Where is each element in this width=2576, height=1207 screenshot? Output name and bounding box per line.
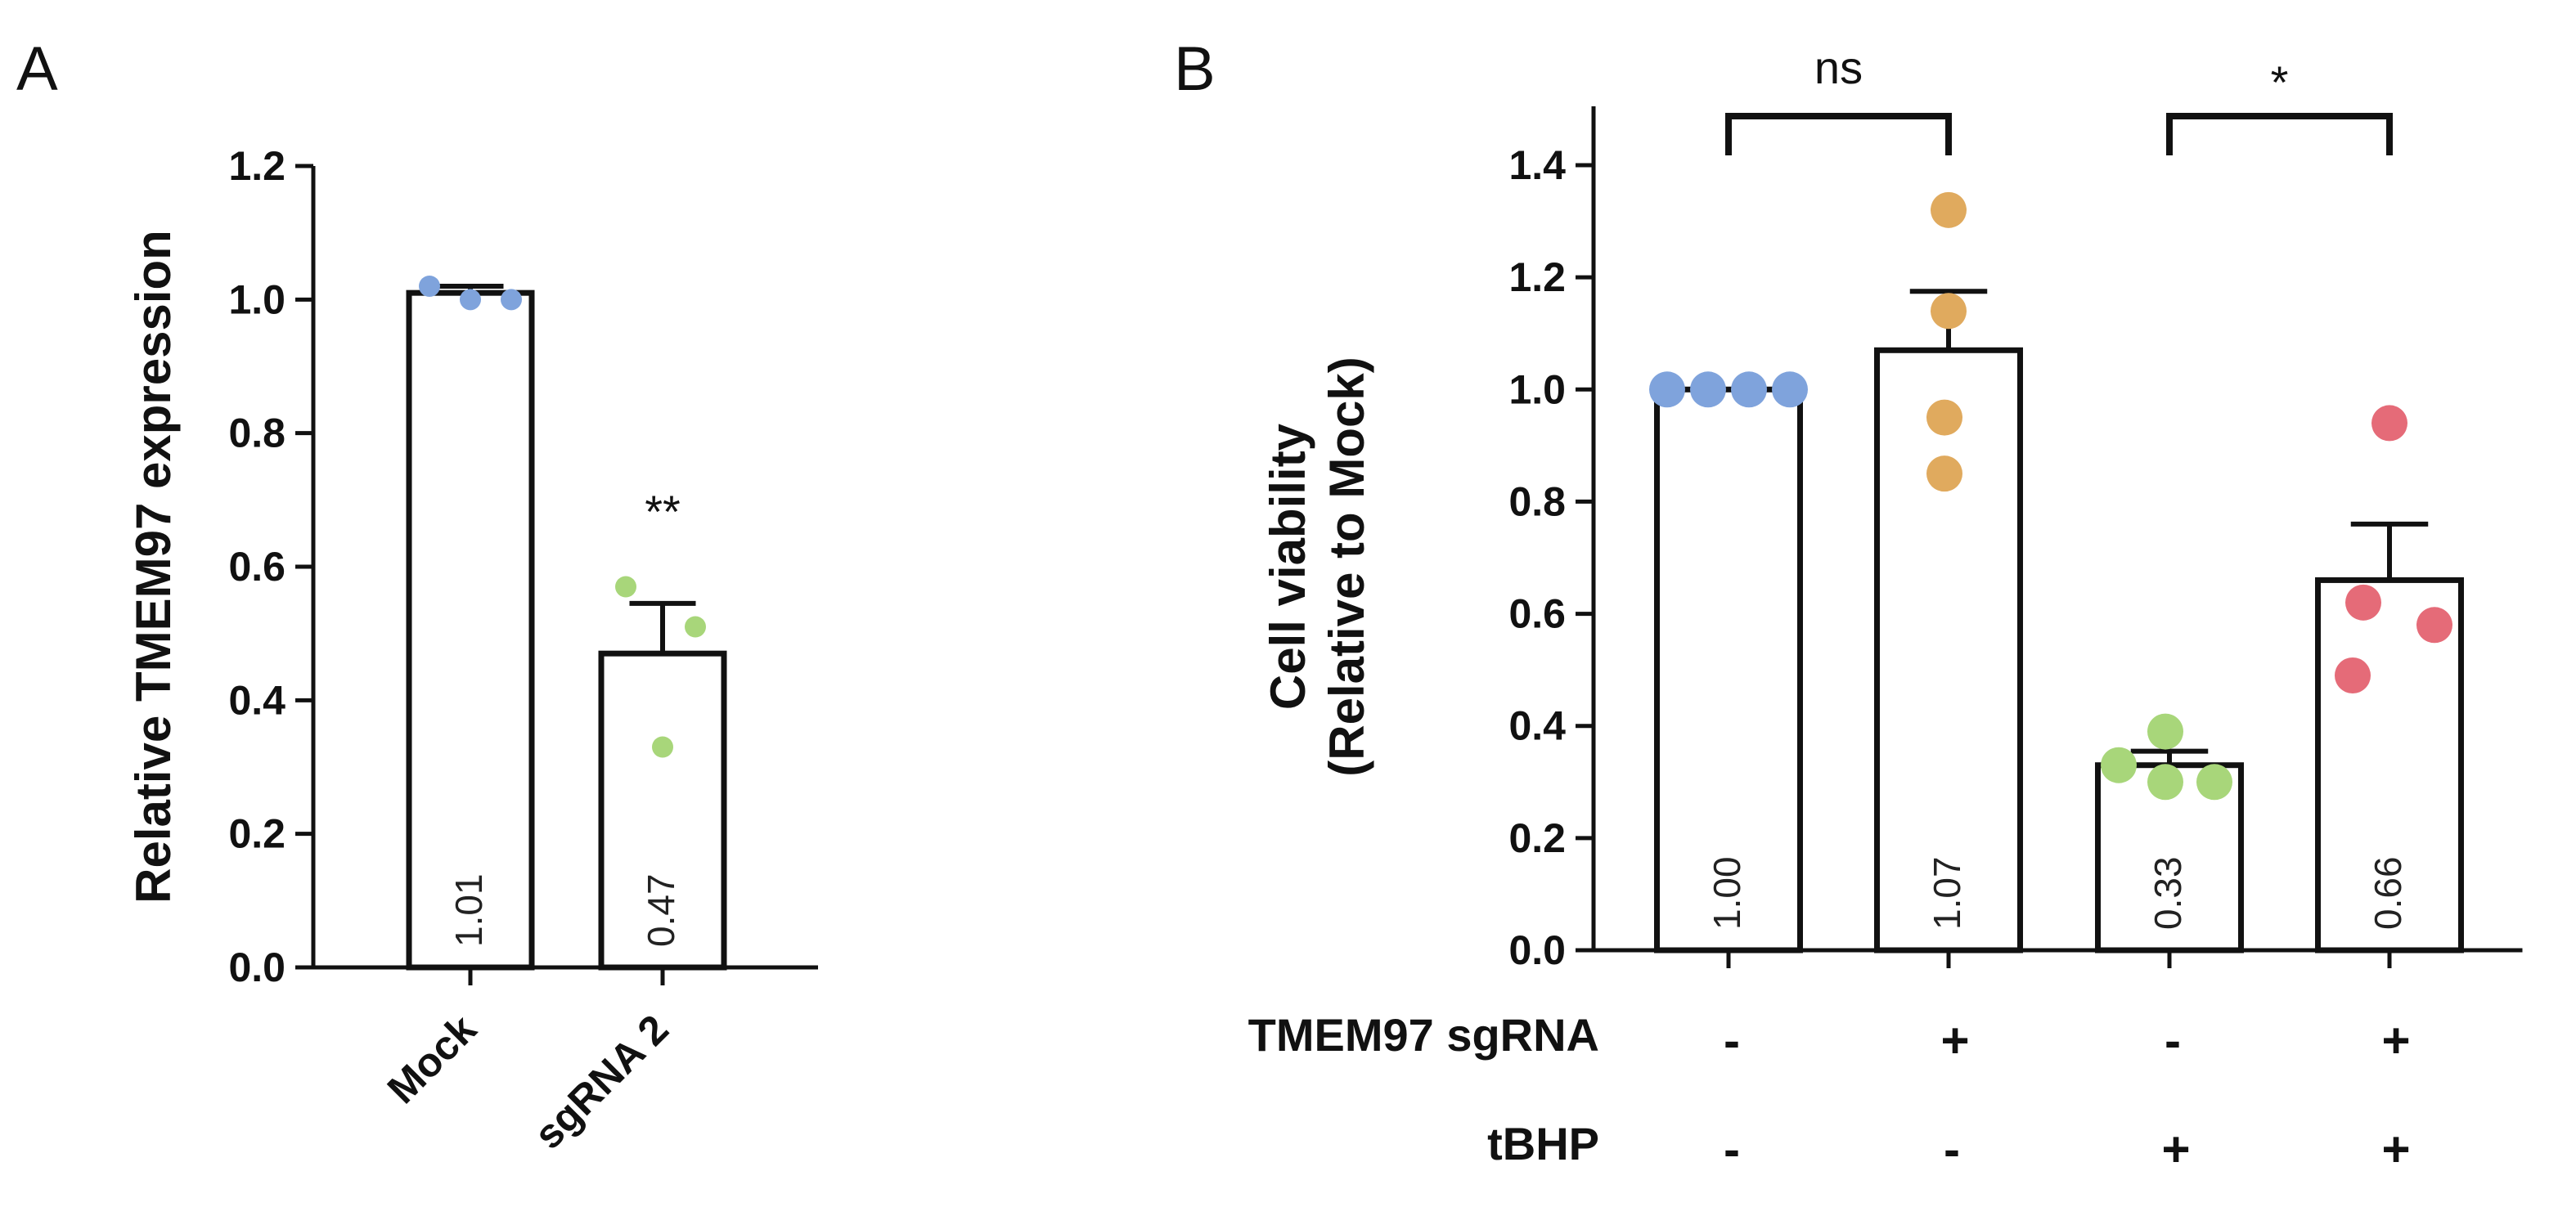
data-point xyxy=(1731,371,1767,408)
y-tick-label: 0.4 xyxy=(1508,703,1566,749)
panel-a: A 0.0 0.2 0.4 0.6 0.8 1.0 1.2 Relative TMEM97 ex… xyxy=(16,34,818,1158)
data-point xyxy=(1931,293,1967,330)
y-tick-label: 0.0 xyxy=(228,945,285,990)
condition-sign: - xyxy=(1724,1013,1740,1068)
panel-letter: A xyxy=(16,34,58,104)
bar-value-label: 1.07 xyxy=(1926,856,1968,930)
bar-value-label: 1.00 xyxy=(1706,856,1748,930)
condition-sign: - xyxy=(2165,1013,2181,1068)
bar-value-label: 0.66 xyxy=(2367,856,2409,930)
condition-name: TMEM97 sgRNA xyxy=(1248,1009,1599,1061)
condition-sign: + xyxy=(2381,1013,2410,1068)
y-tick-label: 0.4 xyxy=(228,677,285,723)
y-tick-label: 0.2 xyxy=(228,811,285,857)
data-point xyxy=(2416,607,2452,644)
y-tick-label: 1.0 xyxy=(228,276,285,322)
data-point xyxy=(2196,764,2232,801)
data-point xyxy=(652,736,673,758)
bar xyxy=(598,650,727,971)
y-tick-label: 0.0 xyxy=(1508,927,1566,973)
data-point xyxy=(1931,191,1967,228)
condition-name: tBHP xyxy=(1487,1118,1599,1169)
y-tick-label: 0.8 xyxy=(1508,478,1566,524)
comparison-bracket xyxy=(2166,113,2393,155)
data-point xyxy=(2335,657,2371,693)
data-point xyxy=(685,616,706,638)
data-point xyxy=(1926,455,1962,492)
condition-sign: + xyxy=(2161,1122,2190,1177)
y-axis-title: Cell viability xyxy=(1261,423,1315,710)
data-point xyxy=(2345,584,2381,621)
y-tick-label: 1.2 xyxy=(228,143,285,189)
data-point xyxy=(460,289,481,311)
data-point xyxy=(1690,371,1726,408)
data-point xyxy=(1649,371,1685,408)
condition-sign: + xyxy=(1940,1013,1969,1068)
data-point xyxy=(1926,399,1962,436)
data-point xyxy=(2101,747,2137,783)
comparison-label: ns xyxy=(1814,42,1863,93)
y-tick-label: 0.6 xyxy=(1508,591,1566,637)
category-label: sgRNA 2 xyxy=(525,1006,677,1158)
condition-sign: - xyxy=(1944,1122,1960,1177)
y-tick-label: 0.8 xyxy=(228,411,285,456)
data-point xyxy=(615,576,636,598)
bar-value-label: 1.01 xyxy=(447,873,490,947)
data-point xyxy=(419,276,440,297)
y-tick-label: 1.0 xyxy=(1508,366,1566,412)
data-point xyxy=(2147,713,2183,750)
significance-marker: ** xyxy=(645,486,681,537)
y-axis-title-line2: (Relative to Mock) xyxy=(1319,357,1374,776)
bar xyxy=(1654,386,1803,953)
panel-b: B 0.0 0.2 0.4 0.6 0.8 1.0 1.2 1.4 Cell viability(… xyxy=(1174,34,2523,1177)
bar xyxy=(1874,347,2023,953)
data-point xyxy=(1772,371,1808,408)
y-axis-title: Relative TMEM97 expression xyxy=(126,230,181,904)
condition-sign: - xyxy=(1724,1122,1740,1177)
data-point xyxy=(2371,405,2407,442)
comparison-bracket xyxy=(1725,113,1952,155)
category-label: Mock xyxy=(379,1006,485,1112)
bar xyxy=(406,289,535,971)
panel-letter: B xyxy=(1174,34,1216,104)
comparison-label: * xyxy=(2271,56,2289,108)
data-point xyxy=(2147,764,2183,801)
bar-value-label: 0.33 xyxy=(2147,856,2189,930)
y-tick-label: 1.4 xyxy=(1508,142,1566,188)
condition-sign: + xyxy=(2381,1122,2410,1177)
y-tick-label: 0.2 xyxy=(1508,815,1566,861)
y-tick-label: 1.2 xyxy=(1508,254,1566,300)
bar-value-label: 0.47 xyxy=(640,873,682,947)
data-point xyxy=(501,289,522,311)
y-tick-label: 0.6 xyxy=(228,544,285,590)
